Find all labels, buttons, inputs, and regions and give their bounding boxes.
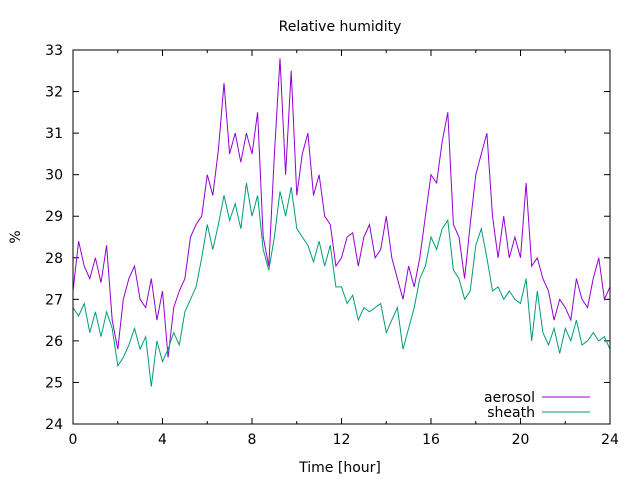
plot-border bbox=[72, 49, 611, 425]
y-axis-label: % bbox=[8, 230, 24, 243]
series-line-sheath bbox=[72, 182, 611, 387]
x-tick-label: 16 bbox=[422, 432, 440, 448]
y-tick-label: 30 bbox=[45, 168, 63, 184]
y-tick-label: 33 bbox=[45, 43, 63, 59]
y-tick-label: 32 bbox=[45, 85, 63, 101]
x-tick-label: 20 bbox=[512, 432, 530, 448]
series-line-aerosol bbox=[72, 58, 611, 358]
y-tick-label: 28 bbox=[45, 251, 63, 267]
y-tick-label: 24 bbox=[45, 417, 63, 433]
legend-label-aerosol: aerosol bbox=[484, 390, 535, 406]
y-tick-label: 25 bbox=[45, 375, 63, 391]
x-axis-label: Time [hour] bbox=[298, 460, 381, 476]
x-tick-label: 24 bbox=[601, 432, 619, 448]
y-tick-label: 26 bbox=[45, 334, 63, 350]
x-tick-label: 8 bbox=[248, 432, 257, 448]
x-tick-label: 4 bbox=[158, 432, 167, 448]
chart-title: Relative humidity bbox=[279, 19, 402, 35]
y-tick-label: 29 bbox=[45, 209, 63, 225]
legend-label-sheath: sheath bbox=[487, 405, 535, 421]
x-tick-label: 12 bbox=[333, 432, 351, 448]
y-tick-label: 31 bbox=[45, 126, 63, 142]
x-tick-label: 0 bbox=[69, 432, 78, 448]
y-tick-label: 27 bbox=[45, 292, 63, 308]
